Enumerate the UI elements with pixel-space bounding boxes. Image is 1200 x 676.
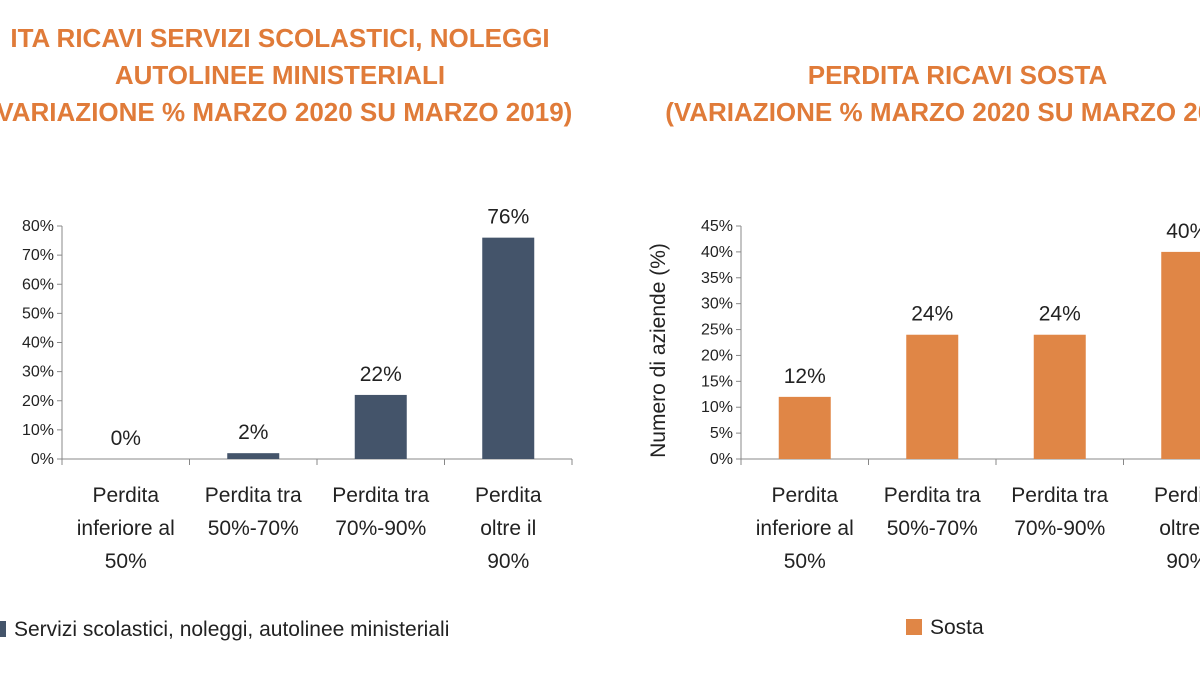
left-category-label: Perdita bbox=[475, 484, 542, 507]
left-data-label: 0% bbox=[111, 427, 141, 450]
chart-title-left-line-3: (VARIAZIONE % MARZO 2020 SU MARZO 2019) bbox=[0, 97, 573, 127]
right-data-label: 24% bbox=[911, 303, 953, 326]
left-data-label: 22% bbox=[360, 363, 402, 386]
right-data-label: 12% bbox=[784, 365, 826, 388]
right-category-label: Perdita bbox=[1154, 484, 1200, 507]
right-category-label: 90% bbox=[1166, 550, 1200, 573]
chart-title-left: ITA RICAVI SERVIZI SCOLASTICI, NOLEGGI A… bbox=[0, 20, 860, 131]
left-legend-swatch bbox=[0, 621, 6, 637]
left-legend-label: Servizi scolastici, noleggi, autolinee m… bbox=[14, 618, 449, 641]
left-category-label: Perdita tra bbox=[332, 484, 429, 507]
right-bar bbox=[778, 396, 831, 459]
left-category-label: 50% bbox=[105, 550, 147, 573]
right-y-tick-label: 5% bbox=[710, 425, 733, 442]
right-y-tick-label: 30% bbox=[701, 296, 733, 313]
right-y-tick-label: 20% bbox=[701, 347, 733, 364]
left-bar bbox=[482, 237, 535, 459]
left-data-label: 2% bbox=[238, 421, 268, 444]
right-category-label: Perdita bbox=[771, 484, 838, 507]
left-y-tick-label: 70% bbox=[22, 247, 54, 264]
left-category-label: Perdita tra bbox=[205, 484, 302, 507]
right-category-label: 50%-70% bbox=[887, 517, 978, 540]
left-y-tick-label: 0% bbox=[31, 451, 54, 468]
right-data-label: 24% bbox=[1039, 303, 1081, 326]
left-y-tick-label: 80% bbox=[22, 218, 54, 235]
left-bar bbox=[354, 394, 407, 459]
right-legend-swatch bbox=[906, 619, 922, 635]
chart-title-right: PERDITA RICAVI SOSTA (VARIAZIONE % MARZO… bbox=[450, 57, 1200, 131]
left-y-tick-label: 40% bbox=[22, 335, 54, 352]
right-category-label: Perdita tra bbox=[884, 484, 981, 507]
left-category-label: 90% bbox=[487, 550, 529, 573]
right-y-tick-label: 15% bbox=[701, 373, 733, 390]
right-y-tick-label: 45% bbox=[701, 218, 733, 235]
left-y-tick-label: 20% bbox=[22, 393, 54, 410]
left-category-label: 70%-90% bbox=[335, 517, 426, 540]
left-category-label: inferiore al bbox=[77, 517, 175, 540]
right-legend-label: Sosta bbox=[930, 616, 984, 639]
right-y-tick-label: 40% bbox=[701, 244, 733, 261]
right-y-tick-label: 25% bbox=[701, 322, 733, 339]
right-y-axis-title: Numero di aziende (%) bbox=[647, 243, 670, 458]
left-y-tick-label: 60% bbox=[22, 276, 54, 293]
right-y-tick-label: 0% bbox=[710, 451, 733, 468]
chart-title-left-line-1: ITA RICAVI SERVIZI SCOLASTICI, NOLEGGI bbox=[10, 23, 550, 53]
right-y-tick-label: 10% bbox=[701, 399, 733, 416]
left-data-label: 76% bbox=[487, 206, 529, 229]
right-category-label: inferiore al bbox=[756, 517, 854, 540]
left-y-tick-label: 50% bbox=[22, 305, 54, 322]
left-category-label: Perdita bbox=[92, 484, 159, 507]
left-bar bbox=[227, 453, 280, 459]
chart-title-right-line-1: PERDITA RICAVI SOSTA bbox=[807, 60, 1108, 90]
right-bar bbox=[1033, 334, 1086, 459]
right-data-label: 40% bbox=[1166, 220, 1200, 243]
left-y-tick-label: 10% bbox=[22, 422, 54, 439]
right-bar bbox=[906, 334, 959, 459]
right-category-label: oltre il bbox=[1159, 517, 1200, 540]
right-category-label: 70%-90% bbox=[1014, 517, 1105, 540]
left-category-label: 50%-70% bbox=[208, 517, 299, 540]
right-bar bbox=[1161, 251, 1200, 459]
left-y-tick-label: 30% bbox=[22, 364, 54, 381]
left-category-label: oltre il bbox=[480, 517, 536, 540]
right-y-tick-label: 35% bbox=[701, 270, 733, 287]
chart-title-right-line-2: (VARIAZIONE % MARZO 2020 SU MARZO 2019) bbox=[665, 97, 1200, 127]
chart-title-left-line-2: AUTOLINEE MINISTERIALI bbox=[114, 60, 446, 90]
right-category-label: 50% bbox=[784, 550, 826, 573]
right-category-label: Perdita tra bbox=[1011, 484, 1108, 507]
